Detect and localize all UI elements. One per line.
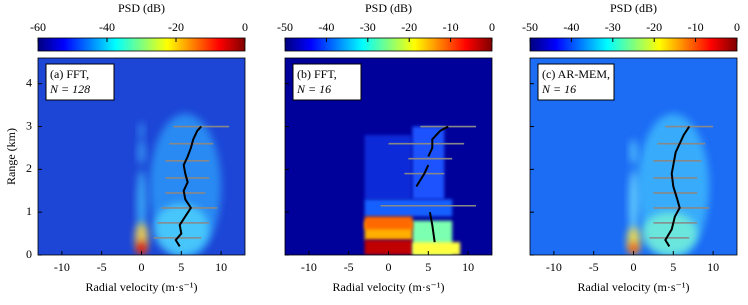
x-tick-label: 0	[386, 260, 392, 274]
panel: -10 -5 0 5 10 Radial velocity (m·s⁻¹) 0 1 2 3 4 Ran…	[4, 1, 248, 294]
colorbar-tick-label: -20	[646, 20, 662, 34]
colorbar-tick-label: -10	[688, 20, 704, 34]
y-axis-label: Range (km)	[4, 128, 18, 185]
mean-profile	[415, 125, 449, 243]
mean-profile	[664, 125, 691, 247]
panel-label: (a) FFT,	[50, 67, 89, 81]
heatmap-cell	[412, 242, 461, 255]
x-axis-label: Radial velocity (m·s⁻¹)	[333, 280, 445, 294]
colorbar-label: PSD (dB)	[610, 1, 657, 15]
heatmap-blob	[136, 242, 147, 255]
colorbar-tick-label: -40	[99, 20, 115, 34]
colorbar-tick-label: -50	[277, 20, 293, 34]
x-axis-label: Radial velocity (m·s⁻¹)	[86, 280, 198, 294]
colorbar-tick-label: -20	[168, 20, 184, 34]
heatmap-cell	[364, 240, 413, 255]
y-tick-label: 2	[26, 161, 32, 175]
heatmap-blob	[138, 122, 145, 140]
x-tick-label: -5	[589, 260, 599, 274]
x-tick-label: -5	[97, 260, 107, 274]
colorbar-label: PSD (dB)	[365, 1, 412, 15]
panel-sublabel: N = 16	[296, 82, 331, 96]
colorbar	[284, 37, 493, 52]
x-tick-label: -5	[344, 260, 354, 274]
colorbar-tick-label: -10	[443, 20, 459, 34]
heatmap-blob	[136, 169, 147, 238]
heatmap-blob	[629, 139, 638, 166]
heatmap-blob	[628, 169, 639, 238]
colorbar-tick-label: -40	[563, 20, 579, 34]
x-tick-label: 5	[178, 260, 184, 274]
panel-label-box	[292, 63, 362, 101]
panel-sublabel: N = 16	[541, 82, 576, 96]
panel-label-box	[45, 63, 115, 101]
colorbar-tick-label: -50	[522, 20, 538, 34]
colorbar-tick-label: -30	[605, 20, 621, 34]
heatmap-blob	[137, 139, 146, 166]
heatmap-blob	[628, 243, 639, 254]
panel-label: (b) FFT,	[297, 67, 337, 81]
y-tick-label: 3	[26, 118, 32, 132]
x-tick-label: 10	[707, 260, 719, 274]
heatmap-cell	[412, 126, 445, 200]
panel-label: (c) AR-MEM,	[542, 67, 610, 81]
x-tick-label: 10	[462, 260, 474, 274]
colorbar	[37, 37, 246, 52]
colorbar-tick-label: 0	[242, 20, 248, 34]
colorbar	[529, 37, 738, 52]
mean-profile	[174, 125, 202, 247]
x-tick-label: -10	[546, 260, 562, 274]
heatmap-cell	[364, 216, 413, 230]
colorbar-tick-label: -20	[401, 20, 417, 34]
panel-label-box	[537, 63, 615, 101]
heatmap-cell	[364, 199, 453, 217]
x-tick-label: 0	[139, 260, 145, 274]
x-tick-label: -10	[301, 260, 317, 274]
colorbar-tick-label: 0	[489, 20, 495, 34]
x-tick-label: 10	[215, 260, 227, 274]
x-tick-label: 5	[425, 260, 431, 274]
y-tick-label: 0	[26, 247, 32, 261]
colorbar-tick-label: -40	[318, 20, 334, 34]
x-axis-label: Radial velocity (m·s⁻¹)	[578, 280, 690, 294]
colorbar-tick-label: -60	[30, 20, 46, 34]
x-tick-label: 0	[631, 260, 637, 274]
colorbar-tick-label: -30	[360, 20, 376, 34]
x-tick-label: -10	[54, 260, 70, 274]
colorbar-tick-label: 0	[734, 20, 740, 34]
x-tick-label: 5	[670, 260, 676, 274]
y-tick-label: 4	[26, 75, 32, 89]
heatmap	[38, 58, 245, 255]
colorbar-label: PSD (dB)	[118, 1, 165, 15]
y-tick-label: 1	[26, 204, 32, 218]
panel-sublabel: N = 128	[49, 82, 90, 96]
heatmap-cell	[364, 135, 412, 200]
